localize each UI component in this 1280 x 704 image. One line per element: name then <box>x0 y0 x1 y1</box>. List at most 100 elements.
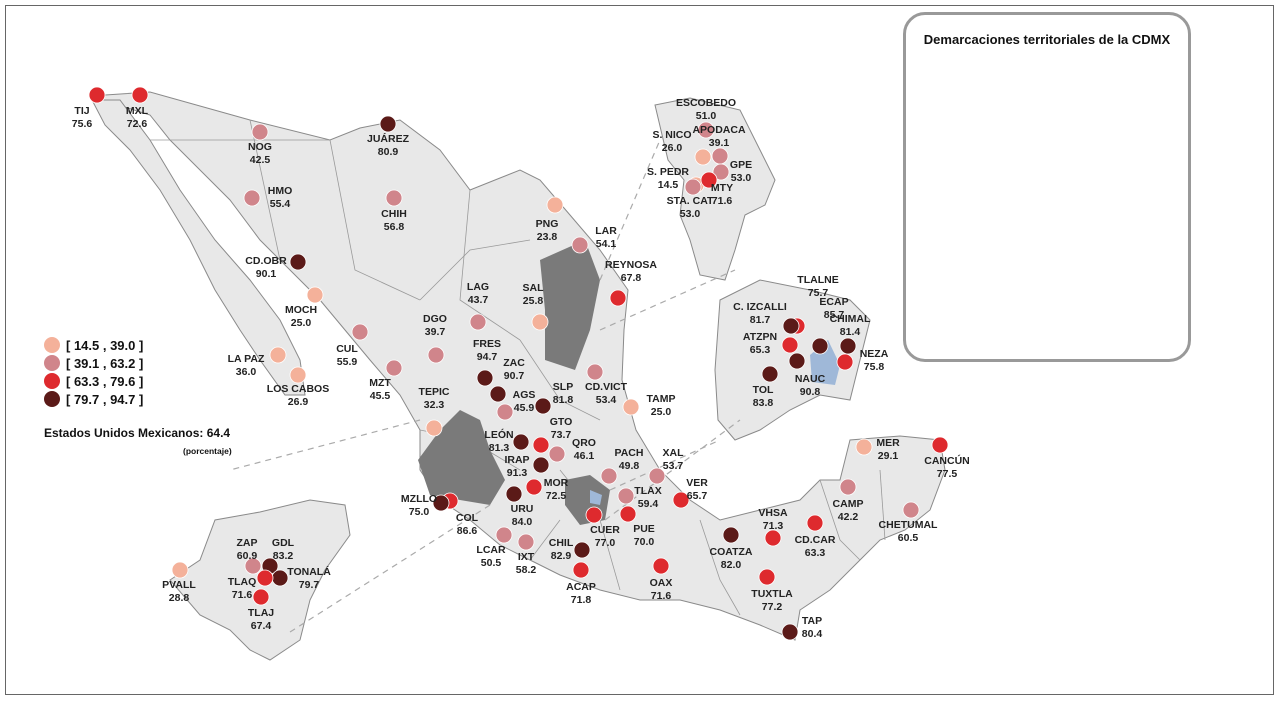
city-value: 79.7 <box>299 579 320 591</box>
city-name: COL <box>456 512 479 524</box>
legend-label: [ 14.5 , 39.0 ] <box>66 337 144 353</box>
city-name: S. NICO <box>652 129 691 141</box>
city-dot <box>243 189 261 207</box>
city-name: VHSA <box>758 507 788 519</box>
city-label: GDL 83.2 <box>272 537 295 562</box>
city-value: 26.9 <box>288 396 309 408</box>
city-name: CUL <box>336 343 358 355</box>
city-value: 77.0 <box>595 537 616 549</box>
city-label: MTY 71.6 <box>711 182 733 207</box>
city-name: IXT <box>518 551 535 563</box>
legend-item: [ 63.3 , 79.6 ] <box>44 372 143 390</box>
city-dot <box>289 253 307 271</box>
city-name: MZLLO <box>401 493 437 505</box>
city-dot <box>489 385 507 403</box>
city-name: HMO <box>268 185 293 197</box>
city-value: 94.7 <box>477 351 498 363</box>
city-label: IRAP 91.3 <box>504 454 529 479</box>
city-dot <box>761 365 779 383</box>
city-name: LAR <box>595 225 617 237</box>
city-dot <box>131 86 149 104</box>
city-name: CHIL <box>549 537 574 549</box>
city-value: 53.4 <box>596 394 617 406</box>
city-name: PUE <box>633 523 655 535</box>
city-label: URU 84.0 <box>511 503 534 528</box>
city-dot <box>855 438 873 456</box>
city-dot <box>781 336 799 354</box>
city-value: 26.0 <box>662 142 683 154</box>
city-value: 53.0 <box>731 172 752 184</box>
mexico-mainland <box>89 91 946 641</box>
city-name: QRO <box>572 437 596 449</box>
city-dot <box>271 569 289 587</box>
city-value: 28.8 <box>169 592 190 604</box>
city-label: OAX 71.6 <box>650 577 673 602</box>
connector-lines <box>229 139 741 633</box>
city-name: PVALL <box>162 579 196 591</box>
city-dot <box>600 467 618 485</box>
baja-california <box>91 99 306 396</box>
city-value: 71.8 <box>571 594 592 606</box>
city-label: TEPIC 32.3 <box>419 386 450 411</box>
city-label: PVALL 28.8 <box>162 579 196 604</box>
city-label: VHSA 71.3 <box>758 507 788 532</box>
city-dot <box>289 366 307 384</box>
city-label: APODACA 39.1 <box>692 124 746 149</box>
city-label: ZAP 60.9 <box>237 537 258 562</box>
cdmx-inset-frame <box>903 12 1191 362</box>
city-name: TUXTLA <box>751 588 793 600</box>
city-label: CHIL 82.9 <box>549 537 574 562</box>
legend-label: [ 63.3 , 79.6 ] <box>66 373 144 389</box>
city-value: 42.5 <box>250 154 271 166</box>
city-label: S. NICO 26.0 <box>652 129 691 154</box>
city-value: 75.6 <box>72 118 93 130</box>
legend: [ 14.5 , 39.0 ] [ 39.1 , 63.2 ] [ 63.3 ,… <box>44 336 143 408</box>
city-name: VER <box>686 477 708 489</box>
city-name: ECAP <box>819 296 848 308</box>
legend-label: [ 39.1 , 63.2 ] <box>66 355 144 371</box>
national-number: 64.4 <box>206 426 231 440</box>
city-dot <box>525 478 543 496</box>
city-name: TLAJ <box>248 607 274 619</box>
city-dot <box>532 436 550 454</box>
city-label: TIJ 75.6 <box>72 105 93 130</box>
city-value: 81.7 <box>750 314 771 326</box>
city-name: CD.CAR <box>795 534 836 546</box>
city-label: CD.VICT 53.4 <box>585 381 628 406</box>
city-value: 65.3 <box>750 344 771 356</box>
city-value: 39.1 <box>709 137 730 149</box>
city-value: 90.7 <box>504 370 525 382</box>
city-dot <box>432 494 450 512</box>
city-value: 67.4 <box>251 620 272 632</box>
city-label: LCAR 50.5 <box>476 544 506 569</box>
city-name: FRES <box>473 338 501 350</box>
city-name: LAG <box>467 281 489 293</box>
city-label: VER 65.7 <box>686 477 708 502</box>
city-value: 71.6 <box>232 589 253 601</box>
city-value: 29.1 <box>878 450 899 462</box>
city-name: CD.OBR <box>245 255 287 267</box>
city-label: LAR 54.1 <box>595 225 617 250</box>
city-name: GTO <box>550 416 573 428</box>
city-value: 85.7 <box>824 309 845 321</box>
region-cdmx-blue <box>590 490 602 505</box>
city-value: 91.3 <box>507 467 528 479</box>
city-label: DGO 39.7 <box>423 313 447 338</box>
city-label: TLAX 59.4 <box>634 485 661 510</box>
city-dot <box>609 289 627 307</box>
city-label: MZT 45.5 <box>369 377 391 402</box>
city-name: NOG <box>248 141 272 153</box>
city-value: 39.7 <box>425 326 446 338</box>
region-monterrey <box>540 240 600 370</box>
city-dot <box>512 433 530 451</box>
city-label: CHIMAL 81.4 <box>830 313 871 338</box>
city-dot <box>839 478 857 496</box>
city-value: 75.7 <box>808 287 829 299</box>
city-value: 90.8 <box>800 386 821 398</box>
city-label: COATZA 82.0 <box>710 546 753 571</box>
city-value: 83.2 <box>273 550 294 562</box>
city-value: 23.8 <box>537 231 558 243</box>
city-value: 50.5 <box>481 557 502 569</box>
city-dot <box>836 353 854 371</box>
city-dot <box>788 352 806 370</box>
